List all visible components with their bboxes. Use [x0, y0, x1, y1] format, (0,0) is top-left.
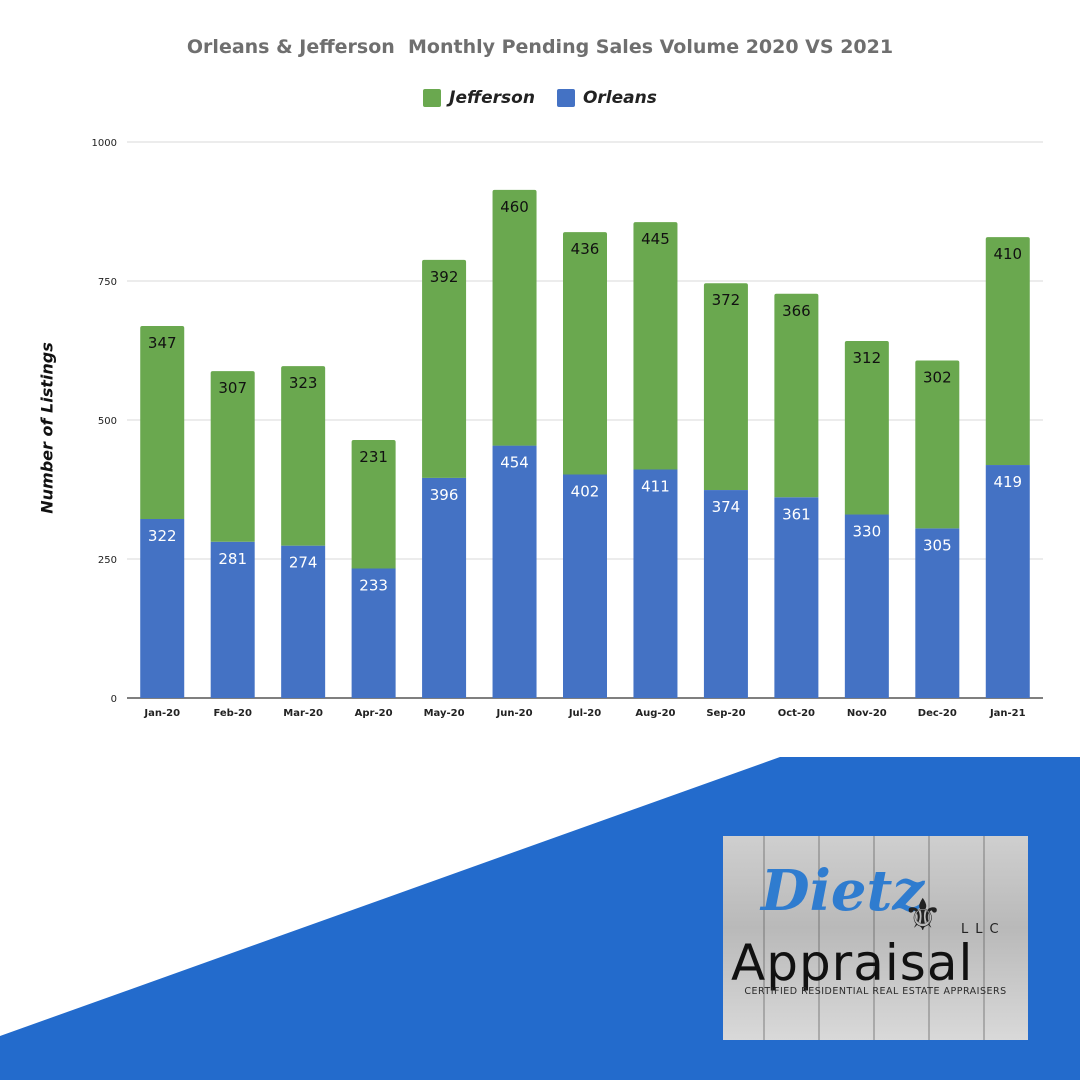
- data-label-jefferson: 372: [712, 291, 741, 309]
- data-label-orleans: 322: [148, 527, 177, 545]
- logo-llc-text: LLC: [961, 922, 1006, 937]
- data-label-orleans: 305: [923, 536, 952, 554]
- x-tick-label: Apr-20: [355, 708, 393, 719]
- fleur-de-lis-icon: ⚜: [903, 891, 943, 940]
- y-tick-label: 500: [98, 416, 117, 427]
- data-label-orleans: 330: [853, 523, 882, 541]
- bar-jefferson: [422, 259, 467, 478]
- x-tick-label: Feb-20: [213, 708, 251, 719]
- bar-orleans: [492, 445, 537, 698]
- bar-jefferson: [492, 189, 537, 446]
- logo-main-text: Appraisal: [731, 934, 974, 992]
- data-label-orleans: 233: [359, 576, 388, 594]
- x-tick-label: May-20: [424, 708, 465, 719]
- x-tick-label: Aug-20: [635, 708, 675, 719]
- stacked-bar-chart: 0 250 500 750 1000 322 347 Jan-20 281 307 Feb-20 27…: [92, 138, 1043, 719]
- bar-orleans: [140, 518, 185, 698]
- data-label-jefferson: 347: [148, 334, 177, 352]
- bar-orleans: [281, 545, 326, 698]
- data-label-jefferson: 231: [359, 448, 388, 466]
- legend-swatch-orleans: [556, 89, 575, 107]
- legend-label-orleans: Orleans: [582, 88, 657, 108]
- data-label-jefferson: 312: [853, 349, 882, 367]
- y-tick-label: 750: [98, 277, 117, 288]
- legend-item-jefferson: Jefferson: [423, 88, 535, 108]
- data-label-orleans: 281: [218, 550, 247, 568]
- data-label-jefferson: 445: [641, 230, 670, 248]
- bar-jefferson: [915, 360, 960, 529]
- logo-tagline: CERTIFIED RESIDENTIAL REAL ESTATE APPRAI…: [744, 986, 1007, 997]
- data-label-jefferson: 392: [430, 268, 459, 286]
- bar-orleans: [422, 477, 467, 698]
- bar-orleans: [774, 497, 819, 698]
- data-label-jefferson: 323: [289, 374, 318, 392]
- dietz-appraisal-logo: Dietz ⚜ LLC Appraisal CERTIFIED RESIDENT…: [723, 836, 1028, 1040]
- legend-item-orleans: Orleans: [556, 88, 657, 108]
- data-label-orleans: 361: [782, 505, 811, 523]
- bar-orleans: [633, 469, 678, 698]
- bar-jefferson: [703, 283, 748, 491]
- logo-script-text: Dietz: [761, 858, 925, 924]
- data-label-jefferson: 436: [571, 240, 600, 258]
- bar-orleans: [985, 465, 1030, 698]
- bar-orleans: [563, 474, 607, 698]
- bar-orleans: [703, 490, 748, 698]
- bar-jefferson: [210, 371, 255, 542]
- bar-jefferson: [140, 326, 185, 519]
- bar-orleans: [351, 568, 396, 698]
- data-label-orleans: 374: [712, 498, 741, 516]
- data-label-jefferson: 302: [923, 369, 952, 387]
- data-label-jefferson: 460: [500, 198, 529, 216]
- x-tick-label: Sep-20: [706, 708, 745, 719]
- chart-legend: Jefferson Orleans: [0, 88, 1080, 108]
- bar-orleans: [210, 541, 255, 698]
- x-tick-label: Jan-20: [143, 708, 180, 719]
- x-tick-label: Nov-20: [847, 708, 887, 719]
- data-label-orleans: 402: [571, 482, 600, 500]
- legend-swatch-jefferson: [423, 89, 442, 107]
- x-tick-label: Jul-20: [568, 708, 601, 719]
- bar-jefferson: [351, 440, 396, 569]
- x-tick-label: Jun-20: [496, 708, 533, 719]
- y-tick-label: 1000: [92, 138, 117, 149]
- data-label-orleans: 419: [993, 473, 1022, 491]
- data-label-orleans: 396: [430, 486, 459, 504]
- bar-jefferson: [633, 222, 678, 470]
- data-label-jefferson: 307: [218, 379, 247, 397]
- data-label-jefferson: 410: [993, 245, 1022, 263]
- data-label-orleans: 454: [500, 454, 529, 472]
- x-tick-label: Oct-20: [778, 708, 815, 719]
- data-label-orleans: 274: [289, 554, 318, 572]
- legend-label-jefferson: Jefferson: [449, 88, 535, 108]
- bar-jefferson: [563, 232, 607, 475]
- x-tick-label: Dec-20: [918, 708, 957, 719]
- x-tick-label: Jan-21: [989, 708, 1026, 719]
- x-tick-label: Mar-20: [283, 708, 323, 719]
- bar-jefferson: [774, 293, 819, 498]
- bar-orleans: [915, 528, 960, 698]
- y-tick-label: 250: [98, 555, 117, 566]
- bar-jefferson: [985, 237, 1030, 466]
- chart-title: Orleans & Jefferson Monthly Pending Sale…: [186, 36, 894, 58]
- data-label-orleans: 411: [641, 477, 670, 495]
- bar-jefferson: [281, 366, 326, 546]
- bar-orleans: [844, 514, 889, 698]
- y-tick-label: 0: [111, 694, 117, 705]
- bar-jefferson: [844, 341, 889, 515]
- data-label-jefferson: 366: [782, 302, 811, 320]
